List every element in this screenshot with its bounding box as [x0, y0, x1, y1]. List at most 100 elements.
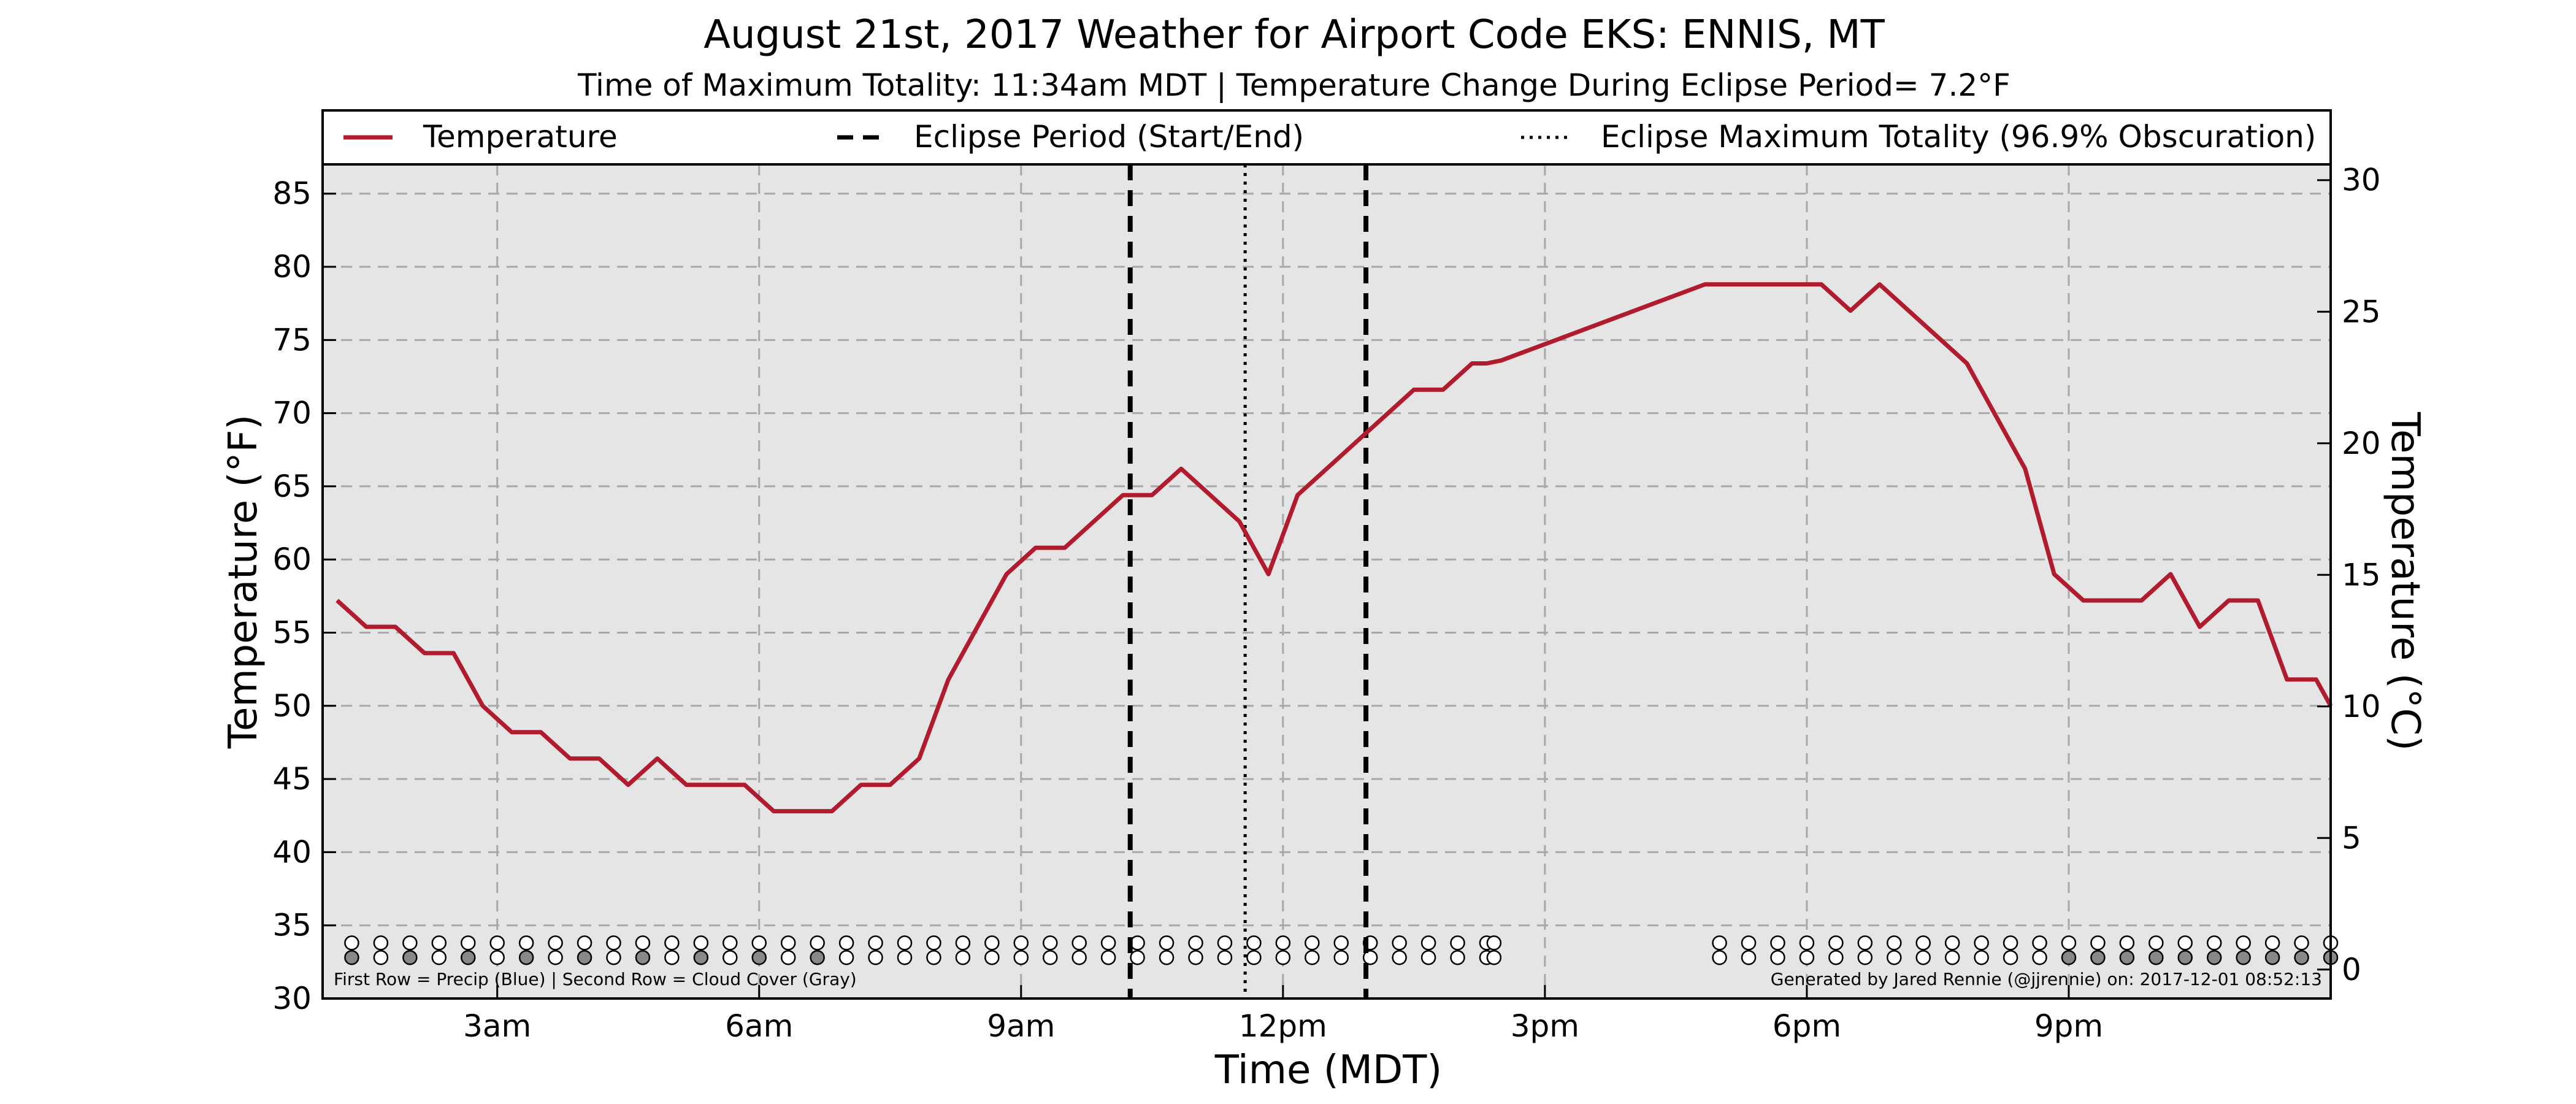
- cloud-cover-marker: [635, 949, 651, 965]
- cloud-cover-marker: [1828, 949, 1844, 965]
- cloud-cover-marker: [810, 949, 825, 965]
- precip-marker: [2003, 935, 2018, 951]
- temperature-point: [1209, 494, 1211, 496]
- temperature-point: [1297, 494, 1298, 496]
- x-tick-label: 9am: [987, 1008, 1055, 1044]
- cloud-cover-marker: [1450, 949, 1465, 965]
- legend-box: [321, 109, 2332, 166]
- temperature-point: [1879, 284, 1880, 285]
- axes: 30 35 40 45 50 55 60 65 70 75 80 85 0 5 10 15 20 25 30 3am 6…: [272, 163, 2380, 1044]
- y-tick-label-left: 75: [272, 322, 312, 358]
- temperature-point: [2199, 626, 2200, 627]
- y-tick-label-right: 30: [2342, 163, 2381, 198]
- precip-marker: [2177, 935, 2193, 951]
- y-tick-label-left: 35: [272, 908, 312, 943]
- cloud-cover-marker: [955, 949, 971, 965]
- temperature-point: [1486, 362, 1487, 364]
- legend-label: Eclipse Period (Start/End): [914, 119, 1304, 155]
- legend-label: Temperature: [423, 119, 618, 155]
- temperature-point: [482, 705, 483, 707]
- precip-marker: [1486, 935, 1502, 951]
- y-tick-label-left: 40: [272, 834, 312, 870]
- legend: Temperature Eclipse Period (Start/End) Ecl…: [343, 119, 2316, 155]
- precip-marker: [2236, 935, 2251, 951]
- precip-marker: [693, 935, 709, 951]
- cloud-cover-marker: [1071, 949, 1087, 965]
- y-tick-label-right: 15: [2342, 557, 2381, 592]
- precip-marker: [1887, 935, 1902, 951]
- cloud-cover-marker: [2032, 949, 2047, 965]
- precip-marker: [373, 935, 389, 951]
- temperature-point: [2141, 600, 2142, 601]
- cloud-cover-marker: [344, 949, 359, 965]
- cloud-cover-marker: [1100, 949, 1116, 965]
- precip-marker: [1712, 935, 1727, 951]
- temperature-point: [1850, 310, 1851, 312]
- precip-marker: [1392, 935, 1407, 951]
- cloud-cover-marker: [1420, 949, 1436, 965]
- temperature-point: [1355, 442, 1356, 443]
- temperature-point: [1704, 284, 1706, 285]
- precip-marker: [344, 935, 359, 951]
- cloud-cover-marker: [723, 949, 738, 965]
- precip-marker: [751, 935, 767, 951]
- temperature-point: [2228, 600, 2229, 601]
- precip-marker: [1159, 935, 1175, 951]
- cloud-cover-marker: [1362, 949, 1378, 965]
- y-tick-label-left: 65: [272, 469, 312, 504]
- temperature-point: [686, 784, 687, 786]
- cloud-cover-marker: [548, 949, 563, 965]
- cloud-cover-marker: [1887, 949, 1902, 965]
- cloud-cover-marker: [402, 949, 418, 965]
- y-tick-label-right: 20: [2342, 426, 2381, 461]
- precip-marker: [868, 935, 883, 951]
- temperature-point: [1268, 573, 1269, 575]
- cloud-cover-marker: [693, 949, 709, 965]
- cloud-cover-marker: [606, 949, 621, 965]
- temperature-point: [1239, 521, 1240, 522]
- precip-marker: [2149, 935, 2164, 951]
- y-tick-label-right: 25: [2342, 294, 2381, 329]
- cloud-cover-marker: [1799, 949, 1815, 965]
- temperature-point: [1006, 573, 1007, 575]
- precip-marker: [664, 935, 680, 951]
- precip-marker: [1450, 935, 1465, 951]
- chart-subtitle: Time of Maximum Totality: 11:34am MDT | …: [577, 67, 2011, 103]
- x-tick-label: 6pm: [1773, 1008, 1841, 1044]
- temperature-point: [889, 784, 891, 786]
- cloud-cover-marker: [664, 949, 680, 965]
- temperature-point: [1908, 310, 1909, 312]
- cloud-cover-marker: [1741, 949, 1757, 965]
- y-tick-label-left: 70: [272, 396, 312, 431]
- precip-marker: [1420, 935, 1436, 951]
- cloud-cover-marker: [838, 949, 854, 965]
- precip-marker: [460, 935, 476, 951]
- precip-marker: [1974, 935, 1989, 951]
- cloud-cover-marker: [489, 949, 505, 965]
- precip-marker: [984, 935, 1000, 951]
- precip-marker: [897, 935, 913, 951]
- cloud-cover-marker: [2264, 949, 2280, 965]
- precip-marker: [1130, 935, 1145, 951]
- precip-marker: [2032, 935, 2047, 951]
- temperature-point: [395, 626, 396, 627]
- cloud-cover-marker: [1275, 949, 1291, 965]
- temperature-point: [2053, 573, 2055, 575]
- cloud-cover-marker: [577, 949, 592, 965]
- precip-marker: [1944, 935, 1960, 951]
- y-tick-label-left: 45: [272, 761, 312, 797]
- temperature-point: [948, 679, 949, 680]
- precip-marker: [2090, 935, 2106, 951]
- x-tick-label: 3pm: [1511, 1008, 1579, 1044]
- precip-marker: [2206, 935, 2222, 951]
- cloud-cover-marker: [1392, 949, 1407, 965]
- x-axis-label: Time (MDT): [1214, 1048, 1443, 1093]
- precip-marker: [1217, 935, 1233, 951]
- y-tick-label-right: 10: [2342, 689, 2381, 724]
- eclipse-lines: [1127, 164, 1369, 999]
- temperature-point: [1821, 284, 1822, 285]
- cloud-cover-marker: [373, 949, 389, 965]
- precip-marker: [723, 935, 738, 951]
- cloud-cover-marker: [1944, 949, 1960, 965]
